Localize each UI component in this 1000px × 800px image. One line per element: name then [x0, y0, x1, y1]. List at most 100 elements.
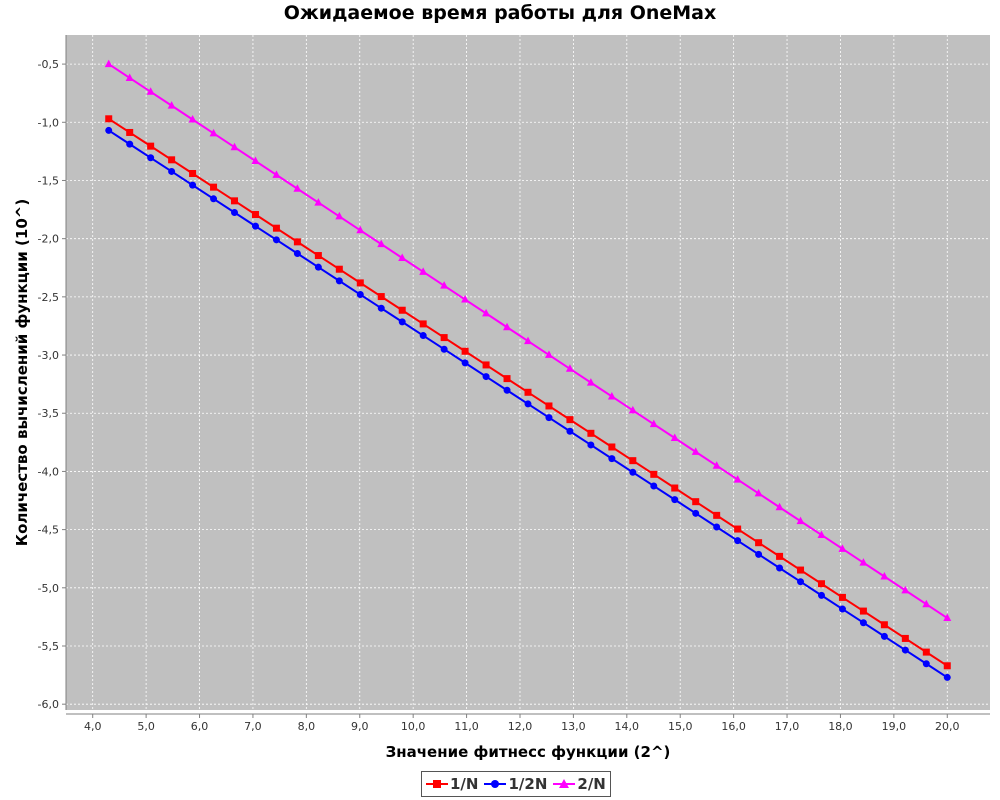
data-point [377, 239, 386, 248]
data-point [544, 350, 553, 358]
legend-marker-square-icon [426, 780, 448, 788]
y-tick-label: -1,5 [38, 174, 59, 187]
data-point [356, 225, 365, 234]
data-point [440, 281, 449, 289]
data-point [880, 621, 888, 629]
data-point [398, 253, 407, 261]
data-point [377, 304, 385, 312]
data-point [608, 443, 616, 451]
data-point [838, 544, 847, 552]
data-point [189, 181, 197, 189]
data-point [168, 167, 176, 175]
data-point [419, 320, 427, 328]
data-point [210, 195, 218, 203]
data-point [650, 482, 658, 490]
data-point [272, 224, 280, 232]
data-point [650, 470, 658, 478]
x-tick-label: 15,0 [668, 720, 693, 733]
data-point [105, 126, 113, 134]
data-point [210, 183, 218, 191]
data-point [545, 402, 553, 410]
data-point [398, 318, 406, 326]
data-point [775, 502, 784, 511]
x-tick-label: 16,0 [721, 720, 746, 733]
data-point [922, 599, 931, 608]
data-point [503, 322, 512, 331]
data-point [796, 516, 805, 525]
data-point [461, 347, 469, 355]
data-point [461, 295, 470, 303]
y-tick-label: -6,0 [38, 698, 59, 711]
y-tick-label: -3,0 [38, 349, 59, 362]
data-point [272, 236, 280, 244]
data-point [859, 558, 868, 566]
y-axis-label: Количество вычислений функции (10^) [13, 199, 31, 546]
data-point [168, 156, 176, 164]
x-tick-label: 20,0 [935, 720, 960, 733]
data-point [671, 484, 679, 492]
data-point [901, 646, 909, 654]
x-tick-label: 12,0 [508, 720, 533, 733]
legend-marker-circle-icon [484, 780, 507, 788]
y-tick-label: -5,5 [38, 640, 59, 653]
legend-item-1-2n: 1/2N [484, 775, 547, 793]
data-point [503, 375, 511, 383]
data-point [503, 386, 511, 394]
x-tick-label: 5,0 [137, 720, 155, 733]
data-point [293, 250, 301, 258]
data-point [566, 416, 574, 424]
data-point [880, 572, 889, 580]
grid [66, 35, 990, 710]
data-point [188, 114, 197, 123]
y-tick-label: -2,0 [38, 233, 59, 246]
data-point [859, 607, 867, 615]
data-point [734, 537, 742, 545]
data-point [231, 208, 239, 216]
series-2/N [104, 59, 952, 622]
data-point [545, 414, 553, 422]
data-point [167, 101, 176, 109]
data-point [314, 263, 322, 271]
data-point [838, 593, 846, 601]
x-tick-label: 8,0 [298, 720, 316, 733]
data-point [272, 170, 281, 178]
y-tick-label: -5,0 [38, 582, 59, 595]
x-tick-label: 19,0 [882, 720, 907, 733]
data-point [419, 267, 428, 275]
data-point [712, 461, 721, 469]
data-point [566, 427, 574, 435]
x-tick-label: 14,0 [615, 720, 640, 733]
data-point [755, 550, 763, 558]
data-point [733, 475, 742, 483]
data-point [524, 336, 532, 345]
data-point [482, 373, 490, 381]
data-point [126, 128, 134, 136]
x-tick-label: 7,0 [244, 720, 262, 733]
data-point [356, 279, 364, 287]
data-point [524, 388, 532, 396]
axes: 4,0 5,0 6,0 7,0 8,0 9,0 10,0 11,0 12,0 13,0 14,0 15… [38, 35, 990, 733]
data-point [649, 419, 658, 428]
data-point [126, 140, 134, 148]
data-point [419, 332, 427, 340]
data-point [146, 87, 155, 95]
data-point [482, 308, 491, 317]
data-point [524, 400, 532, 408]
data-point [754, 488, 763, 497]
x-tick-label: 13,0 [561, 720, 586, 733]
data-point [859, 619, 867, 627]
data-point [629, 468, 637, 476]
data-point [251, 156, 260, 165]
data-point [335, 265, 343, 273]
data-point [943, 673, 951, 681]
data-point [607, 391, 616, 400]
x-tick-label: 17,0 [775, 720, 800, 733]
legend-label: 2/N [577, 775, 606, 793]
x-axis-label: Значение фитнесс функции (2^) [386, 743, 671, 761]
legend-item-1n: 1/N [426, 775, 478, 793]
series-1/N [105, 115, 951, 670]
data-point [440, 334, 448, 342]
x-tick-label: 4,0 [84, 720, 102, 733]
data-point [586, 378, 595, 386]
data-point [565, 364, 574, 372]
